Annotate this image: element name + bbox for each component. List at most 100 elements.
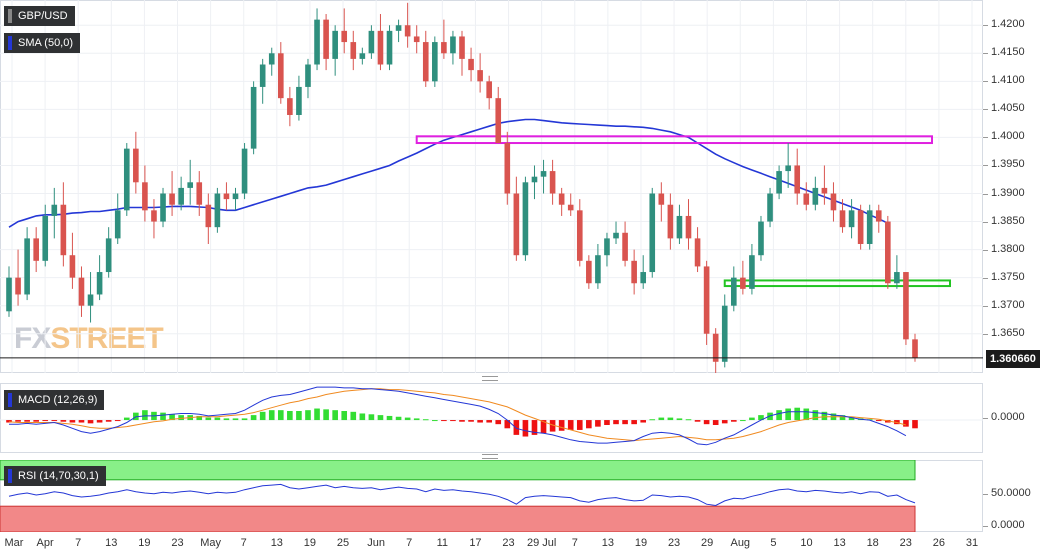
macd-histogram-bar (477, 420, 483, 423)
macd-tag[interactable]: MACD (12,26,9) (4, 390, 105, 410)
candle-body (812, 187, 819, 205)
candle-body (785, 165, 791, 172)
symbol-tag[interactable]: GBP/USD (4, 6, 75, 26)
macd-histogram-bar (123, 417, 130, 421)
macd-histogram-bar (676, 418, 683, 421)
macd-histogram-bar (114, 420, 121, 422)
macd-histogram-bar (730, 420, 737, 422)
macd-histogram-bar (96, 420, 103, 423)
candle-body (758, 221, 764, 256)
candle-body (477, 70, 483, 82)
macd-histogram-bar (232, 418, 239, 421)
candle-body (277, 53, 284, 99)
x-tick-label: 23 (502, 537, 515, 549)
candle-body (187, 182, 194, 188)
candle-body (459, 36, 465, 59)
macd-histogram-bar (250, 415, 257, 421)
macd-histogram-bar (368, 414, 375, 421)
macd-histogram-bar (350, 411, 357, 421)
price-tick-label: 1.4150 (991, 46, 1025, 59)
price-tickmark (983, 249, 988, 251)
macd-histogram-bar (848, 416, 855, 421)
candle-body (894, 272, 900, 284)
macd-resize-handle[interactable] (482, 376, 498, 381)
macd-histogram-bar (432, 420, 438, 422)
candle-body (903, 272, 909, 340)
macd-histogram-bar (359, 413, 366, 421)
candle-body (586, 260, 592, 284)
x-tick-label: 13 (601, 537, 614, 549)
macd-histogram-bar (196, 415, 203, 421)
x-tick-label: 26 (932, 537, 946, 549)
candle-body (314, 19, 320, 65)
macd-histogram-bar (413, 418, 420, 421)
candle-body (576, 210, 583, 261)
candle-body (767, 193, 773, 222)
macd-histogram-bar (51, 420, 58, 422)
x-tick-label: 25 (336, 537, 350, 549)
x-tick-label: 13 (105, 537, 118, 549)
candle-body (160, 193, 166, 222)
x-tick-label: 7 (240, 537, 247, 549)
price-tickmark (983, 137, 988, 139)
candle-body (676, 215, 683, 239)
candle-body (196, 182, 203, 205)
macd-histogram-bar (223, 418, 230, 421)
x-tick-label: 11 (436, 537, 449, 549)
candle-body (658, 193, 665, 205)
macd-histogram-bar (558, 420, 565, 431)
support-zone-box (723, 279, 951, 288)
candle-body (866, 210, 873, 244)
candle-body (169, 193, 175, 205)
x-tick-label: 10 (800, 537, 813, 549)
macd-histogram-bar (794, 407, 801, 421)
candle-body (468, 58, 474, 71)
macd-histogram-bar (268, 410, 275, 421)
macd-histogram-bar (604, 420, 610, 425)
x-tick-label: 7 (75, 537, 82, 549)
macd-histogram-bar (332, 410, 338, 421)
macd-histogram-bar (758, 415, 764, 421)
macd-histogram-bar (214, 417, 221, 421)
macd-histogram-bar (740, 420, 746, 422)
candle-body (42, 215, 49, 261)
candle-body (703, 266, 710, 334)
candle-body (875, 210, 882, 222)
rsi-resize-handle[interactable] (482, 454, 498, 459)
sma-swatch (8, 36, 12, 50)
sma-tag[interactable]: SMA (50,0) (4, 33, 81, 53)
macd-histogram-bar (667, 417, 674, 421)
x-tick-label: 19 (138, 537, 151, 549)
sma-50-line (8, 118, 889, 228)
x-tick-label: 31 (965, 537, 979, 549)
x-tick-label: 18 (866, 537, 879, 549)
candle-body (386, 30, 393, 65)
candle-body (848, 210, 855, 228)
macd-histogram-bar (712, 420, 719, 425)
macd-histogram-bar (912, 420, 918, 429)
macd-histogram-bar (622, 420, 628, 425)
x-tick-label: Mar (4, 537, 24, 549)
candle-body (821, 187, 828, 194)
macd-histogram-bar (685, 419, 692, 421)
rsi-tag[interactable]: RSI (14,70,30,1) (4, 466, 106, 486)
x-tick-label: 23 (667, 537, 681, 549)
candle-body (531, 176, 538, 183)
macd-histogram-bar (586, 420, 592, 429)
candle-body (631, 260, 637, 284)
macd-histogram-bar (42, 420, 49, 422)
candle-body (413, 36, 420, 43)
candle-body (649, 193, 656, 273)
candle-body (350, 42, 357, 59)
rsi-50-label: 50.0000 (991, 487, 1031, 499)
candle-body (432, 42, 438, 82)
price-chart-panel[interactable] (0, 0, 983, 373)
candle-body (567, 204, 574, 211)
candle-body (296, 86, 302, 115)
macd-swatch (8, 393, 12, 407)
candle-body (803, 193, 810, 205)
macd-histogram-bar (658, 417, 665, 421)
macd-histogram-bar (595, 420, 601, 427)
price-tickmark (983, 277, 988, 279)
candle-body (740, 277, 746, 289)
